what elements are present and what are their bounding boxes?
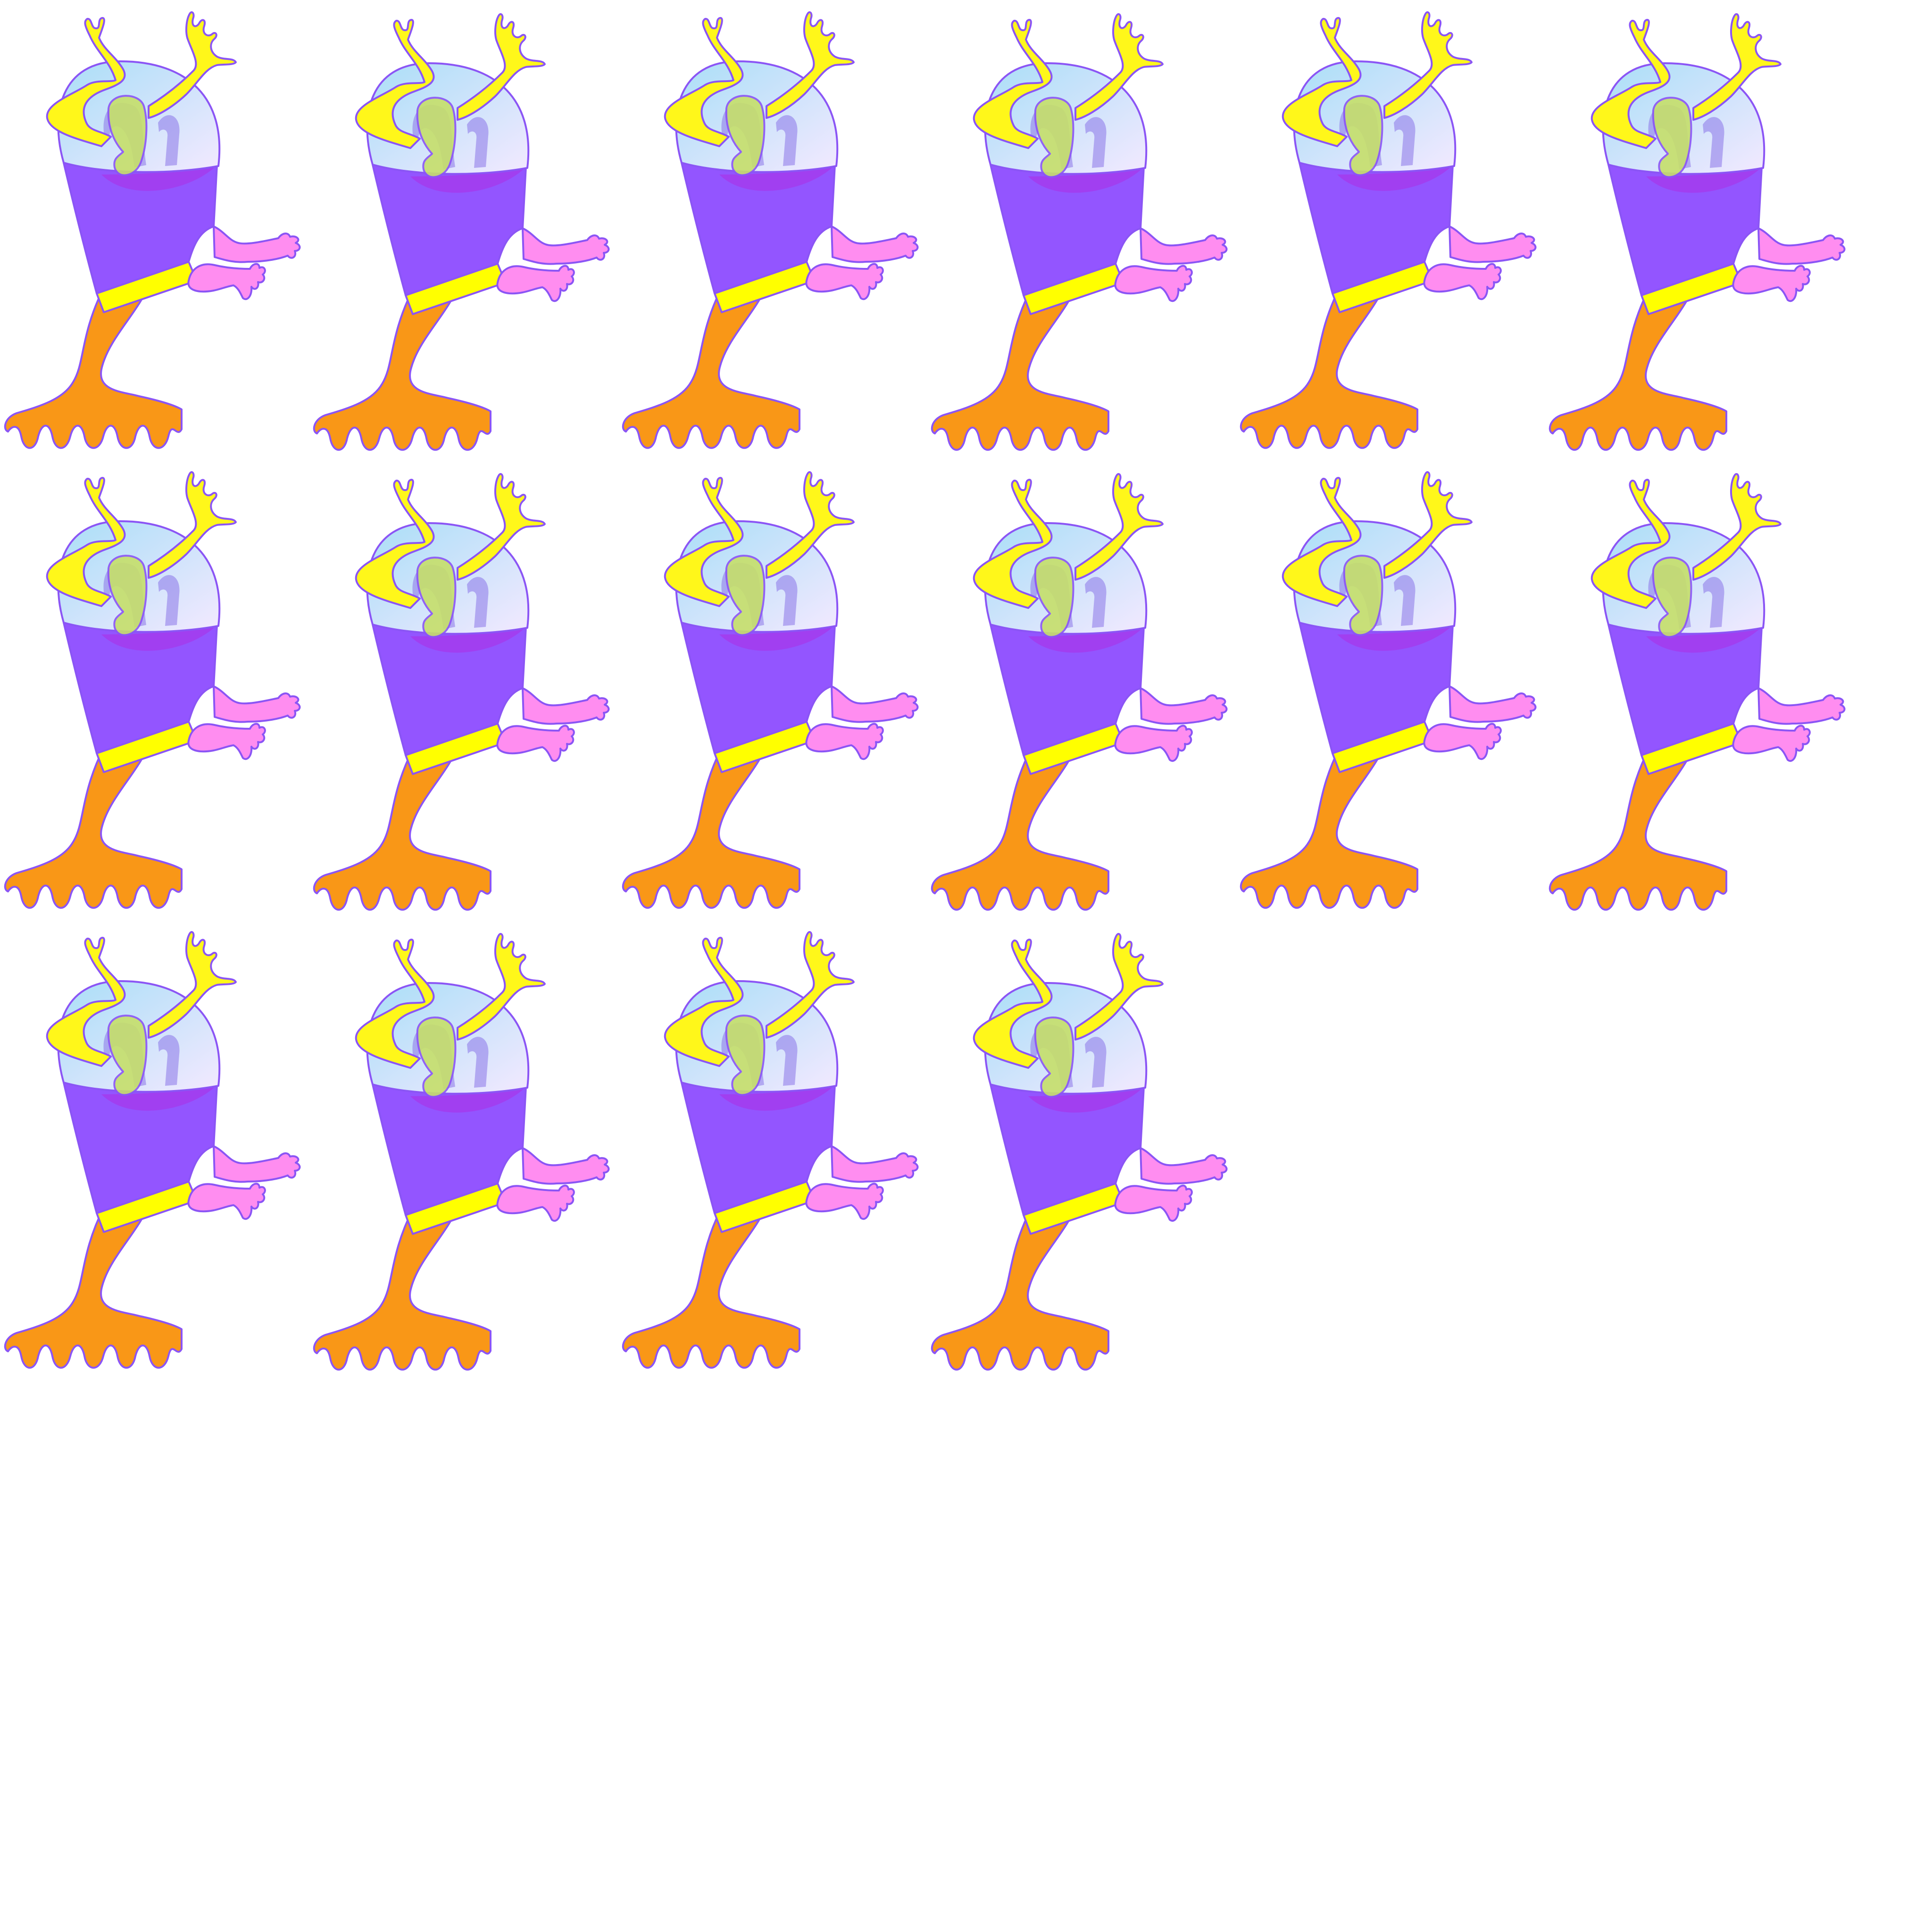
- alien-sprite: [931, 473, 1228, 911]
- sprite-frame: [1547, 5, 1849, 458]
- sprite-frame: [929, 5, 1231, 458]
- sprite-frame: [2, 465, 304, 917]
- sprite-frame: [311, 5, 613, 458]
- sprite-frame: [311, 465, 613, 917]
- sprite-frame: [2, 924, 304, 1377]
- sprite-frame: [620, 5, 922, 458]
- alien-sprite: [313, 933, 610, 1371]
- sprite-frame: [2, 5, 304, 458]
- alien-sprite: [1240, 11, 1537, 449]
- alien-sprite: [931, 13, 1228, 451]
- sprite-frame: [620, 465, 922, 917]
- alien-sprite: [622, 11, 919, 449]
- alien-sprite: [4, 471, 301, 909]
- alien-sprite: [622, 931, 919, 1369]
- sprite-frame: [311, 924, 613, 1377]
- alien-sprite: [622, 471, 919, 909]
- sprite-frame: [1238, 465, 1540, 917]
- sprite-frame: [620, 924, 922, 1377]
- sprite-frame: [1238, 5, 1540, 458]
- alien-sprite: [1549, 473, 1846, 911]
- sprite-frame: [929, 924, 1231, 1377]
- sprite-frame: [929, 465, 1231, 917]
- alien-sprite: [313, 473, 610, 911]
- alien-sprite: [4, 931, 301, 1369]
- alien-sprite: [4, 11, 301, 449]
- alien-sprite: [1240, 471, 1537, 909]
- alien-sprite: [931, 933, 1228, 1371]
- alien-sprite: [1549, 13, 1846, 451]
- alien-sprite: [313, 13, 610, 451]
- sprite-frame: [1547, 465, 1849, 917]
